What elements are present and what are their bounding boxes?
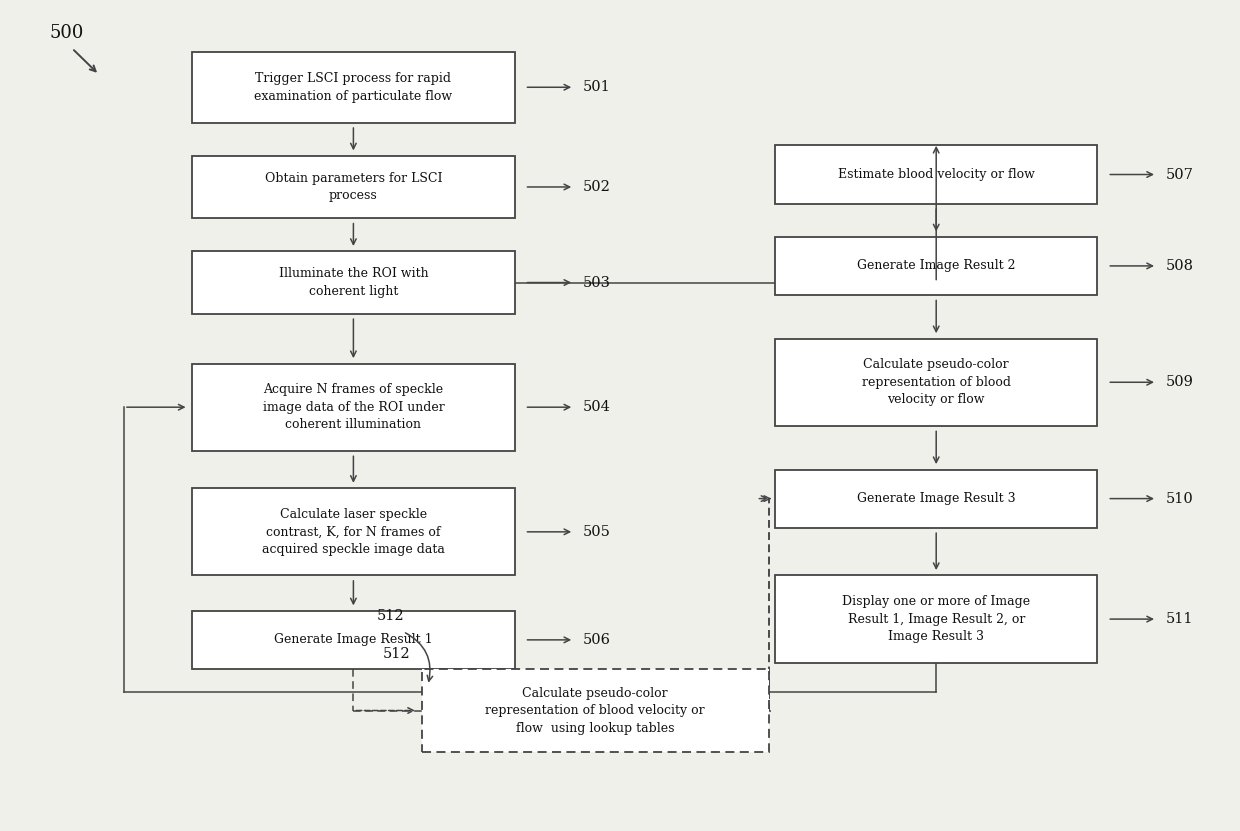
- Text: Calculate pseudo-color
representation of blood
velocity or flow: Calculate pseudo-color representation of…: [862, 358, 1011, 406]
- FancyBboxPatch shape: [775, 145, 1097, 204]
- FancyBboxPatch shape: [775, 470, 1097, 528]
- FancyBboxPatch shape: [192, 52, 515, 122]
- FancyBboxPatch shape: [775, 339, 1097, 425]
- Text: 512: 512: [383, 647, 410, 661]
- Text: Trigger LSCI process for rapid
examination of particulate flow: Trigger LSCI process for rapid examinati…: [254, 72, 453, 102]
- Text: 508: 508: [1166, 259, 1194, 273]
- Text: 504: 504: [583, 401, 610, 414]
- Text: 501: 501: [583, 81, 610, 94]
- Text: 502: 502: [583, 180, 610, 194]
- Text: Generate Image Result 3: Generate Image Result 3: [857, 492, 1016, 505]
- Text: 512: 512: [377, 609, 404, 623]
- Text: Calculate pseudo-color
representation of blood velocity or
flow  using lookup ta: Calculate pseudo-color representation of…: [485, 686, 706, 735]
- Text: 510: 510: [1166, 492, 1193, 505]
- Text: 509: 509: [1166, 376, 1193, 389]
- FancyBboxPatch shape: [775, 575, 1097, 663]
- Text: 511: 511: [1166, 612, 1193, 626]
- Text: Estimate blood velocity or flow: Estimate blood velocity or flow: [838, 168, 1034, 181]
- Text: Calculate laser speckle
contrast, K, for N frames of
acquired speckle image data: Calculate laser speckle contrast, K, for…: [262, 508, 445, 556]
- Text: Generate Image Result 1: Generate Image Result 1: [274, 633, 433, 647]
- Text: Display one or more of Image
Result 1, Image Result 2, or
Image Result 3: Display one or more of Image Result 1, I…: [842, 595, 1030, 643]
- FancyBboxPatch shape: [192, 611, 515, 669]
- FancyBboxPatch shape: [192, 251, 515, 313]
- FancyBboxPatch shape: [192, 156, 515, 218]
- FancyBboxPatch shape: [775, 237, 1097, 295]
- Text: Obtain parameters for LSCI
process: Obtain parameters for LSCI process: [264, 172, 443, 202]
- Text: Generate Image Result 2: Generate Image Result 2: [857, 259, 1016, 273]
- Text: 506: 506: [583, 633, 611, 647]
- FancyBboxPatch shape: [192, 489, 515, 575]
- Text: 507: 507: [1166, 168, 1193, 181]
- Text: 500: 500: [50, 24, 84, 42]
- Text: Illuminate the ROI with
coherent light: Illuminate the ROI with coherent light: [279, 268, 428, 297]
- FancyBboxPatch shape: [422, 669, 769, 752]
- FancyBboxPatch shape: [192, 364, 515, 450]
- Text: 503: 503: [583, 276, 611, 289]
- Text: 505: 505: [583, 525, 610, 538]
- Text: Acquire N frames of speckle
image data of the ROI under
coherent illumination: Acquire N frames of speckle image data o…: [263, 383, 444, 431]
